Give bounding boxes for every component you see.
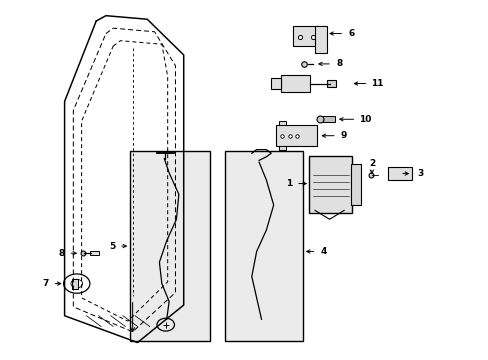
- Bar: [278, 146, 285, 150]
- Bar: [387, 167, 411, 180]
- Text: 4: 4: [320, 247, 326, 256]
- Text: 8: 8: [58, 249, 64, 258]
- Text: 5: 5: [109, 242, 115, 251]
- Bar: [326, 80, 335, 87]
- Text: 10: 10: [358, 115, 370, 124]
- Bar: [351, 164, 361, 205]
- Bar: [281, 75, 309, 93]
- Text: 9: 9: [340, 131, 346, 140]
- Bar: [130, 152, 210, 341]
- Text: 3: 3: [417, 169, 423, 178]
- Bar: [90, 251, 99, 255]
- Bar: [72, 279, 78, 289]
- Text: 8: 8: [336, 59, 342, 68]
- Bar: [224, 152, 302, 341]
- Text: 7: 7: [42, 279, 48, 288]
- FancyBboxPatch shape: [308, 156, 352, 213]
- Text: 2: 2: [368, 159, 374, 168]
- Text: 1: 1: [285, 179, 292, 188]
- Bar: [292, 26, 324, 46]
- Bar: [314, 26, 326, 53]
- Text: 11: 11: [370, 79, 383, 88]
- Bar: [271, 78, 281, 89]
- Bar: [323, 116, 335, 122]
- Text: 6: 6: [347, 29, 354, 38]
- Bar: [276, 125, 317, 146]
- Bar: [278, 121, 285, 125]
